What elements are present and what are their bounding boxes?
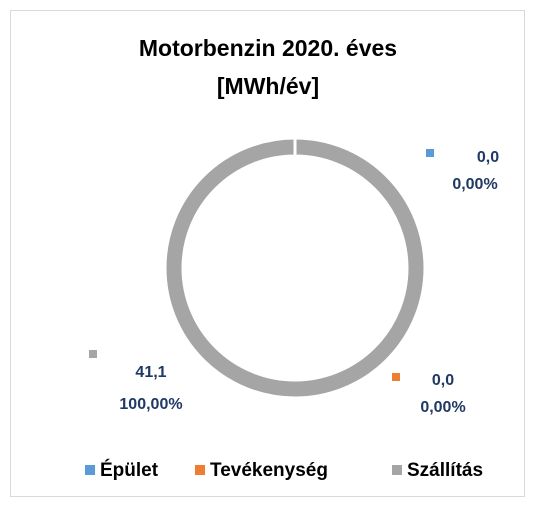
- label-marker: [426, 149, 434, 157]
- legend-swatch: [85, 465, 95, 475]
- percent-label: 100,00%: [119, 396, 182, 413]
- percent-label: 0,00%: [452, 176, 497, 193]
- legend-swatch: [195, 465, 205, 475]
- chart-title: Motorbenzin 2020. éves: [139, 35, 397, 61]
- legend-label: Épület: [100, 459, 159, 481]
- legend-swatch: [392, 465, 402, 475]
- percent-label: 0,00%: [420, 399, 465, 416]
- value-label: 0,0: [477, 149, 499, 166]
- chart-border: [10, 10, 525, 497]
- chart-title: [MWh/év]: [217, 73, 319, 99]
- doughnut-segment: [163, 136, 427, 400]
- value-label: 41,1: [135, 364, 166, 381]
- legend-label: Szállítás: [407, 460, 483, 481]
- label-marker: [392, 373, 400, 381]
- value-label: 0,0: [432, 372, 454, 389]
- legend-label: Tevékenység: [210, 460, 328, 481]
- label-marker: [89, 350, 97, 358]
